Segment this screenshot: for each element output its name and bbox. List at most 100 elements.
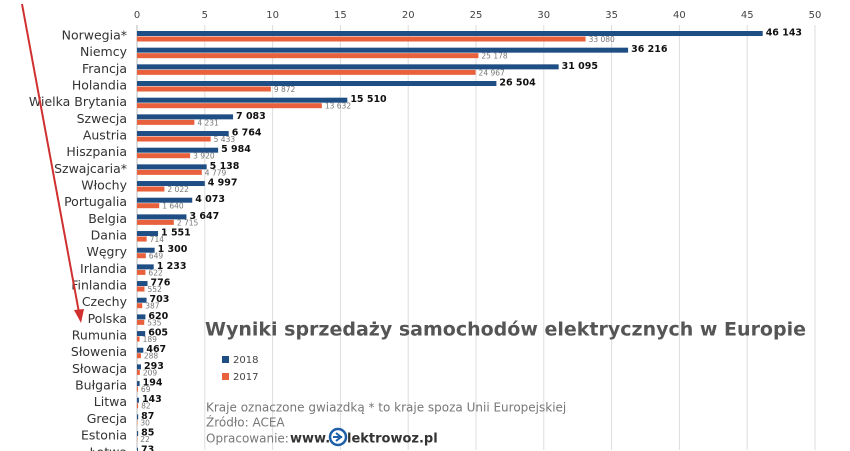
value-label: 605 [148,328,168,339]
y-tick-label: Litwa [94,394,127,409]
value-label: 1 640 [162,202,184,211]
bar [137,403,139,409]
bar [137,114,234,120]
value-label: 535 [147,318,162,327]
x-tick-label: 45 [741,10,754,21]
y-tick-label: Rumunia [72,328,127,343]
value-label: 4 073 [195,194,225,205]
value-label: 288 [144,352,159,361]
value-label: 387 [145,302,160,311]
y-tick-label: Niemcy [80,44,128,59]
bar [137,69,476,75]
value-label: 703 [150,294,170,305]
credit-site: lektrowoz.pl [347,432,438,447]
x-tick-label: 10 [266,10,279,21]
y-tick-label: Belgia [88,211,127,226]
bar [137,119,195,125]
bar [137,253,146,259]
bar [137,131,229,137]
value-label: 5 984 [221,144,251,155]
value-label: 33 080 [589,35,615,44]
x-tick-label: 35 [605,10,618,21]
value-label: 622 [148,268,163,277]
y-tick-label: Polska [88,311,127,326]
value-label: 6 764 [232,128,262,139]
value-label: 1 551 [161,228,191,239]
value-label: 26 504 [499,78,536,89]
value-label: 1 233 [157,261,187,272]
x-tick-label: 0 [134,10,140,21]
value-label: 467 [146,344,166,355]
value-label: 36 216 [631,44,668,55]
bar [137,86,271,92]
y-tick-label: Irlandia [80,261,127,276]
bar [137,247,155,253]
value-label: 9 872 [274,85,296,94]
bar [137,447,138,451]
x-tick-label: 30 [537,10,550,21]
bar [137,386,138,392]
bar [137,64,559,70]
bar [137,431,139,437]
value-label: 4 779 [205,168,227,177]
value-label: 5 138 [210,161,240,172]
x-tick-label: 20 [402,10,415,21]
y-tick-label: Austria [83,128,127,143]
bar [137,81,497,87]
y-tick-label: Szwajcaria* [54,161,127,176]
y-tick-label: Bułgaria [75,378,127,393]
logo-mark [333,432,343,442]
bar [137,353,141,359]
bar [137,214,187,220]
value-label: 73 [141,444,154,451]
y-tick-label: Finlandia [71,278,127,293]
value-label: 25 178 [481,52,507,61]
bar [137,97,348,103]
x-tick-label: 25 [470,10,483,21]
value-label: 24 967 [479,68,505,77]
y-tick-label: Hiszpania [66,144,127,159]
value-label: 22 [140,435,150,444]
bar [137,169,202,175]
bar [137,153,191,159]
bar [137,236,147,242]
value-label: 69 [141,385,151,394]
bar [137,47,629,53]
bar [137,331,146,337]
bar [137,36,586,42]
y-tick-label: Grecja [87,411,127,426]
y-tick-label: Słowenia [71,344,127,359]
value-label: 4 997 [208,178,238,189]
annotation-arrowhead [74,309,84,323]
bar [137,231,159,237]
bar [137,197,193,203]
credit-site: www. [290,432,330,447]
bar [137,147,219,153]
bar [137,397,139,403]
bar [137,103,322,109]
bar [137,336,140,342]
note: Kraje oznaczone gwiazdką * to kraje spoz… [206,401,566,415]
value-label: 7 083 [236,111,266,122]
bar [137,53,479,59]
y-tick-label: Dania [91,228,127,243]
value-label: 46 143 [766,28,802,39]
y-tick-label: Łotwa [89,444,127,451]
y-tick-label: Norwegia* [62,28,127,43]
bar [137,31,763,36]
value-label: 5 433 [214,135,236,144]
x-tick-label: 50 [809,10,822,21]
y-tick-label: Czechy [82,294,128,309]
value-label: 31 095 [562,61,598,72]
legend-swatch [222,373,229,380]
value-label: 4 231 [197,118,219,127]
bar [137,181,205,187]
legend-label: 2018 [233,355,258,366]
legend-label: 2017 [233,372,258,383]
bar [137,203,160,209]
value-label: 3 920 [193,152,215,161]
value-label: 13 632 [325,102,351,111]
bar [137,136,211,142]
y-tick-label: Wielka Brytania [29,94,127,109]
